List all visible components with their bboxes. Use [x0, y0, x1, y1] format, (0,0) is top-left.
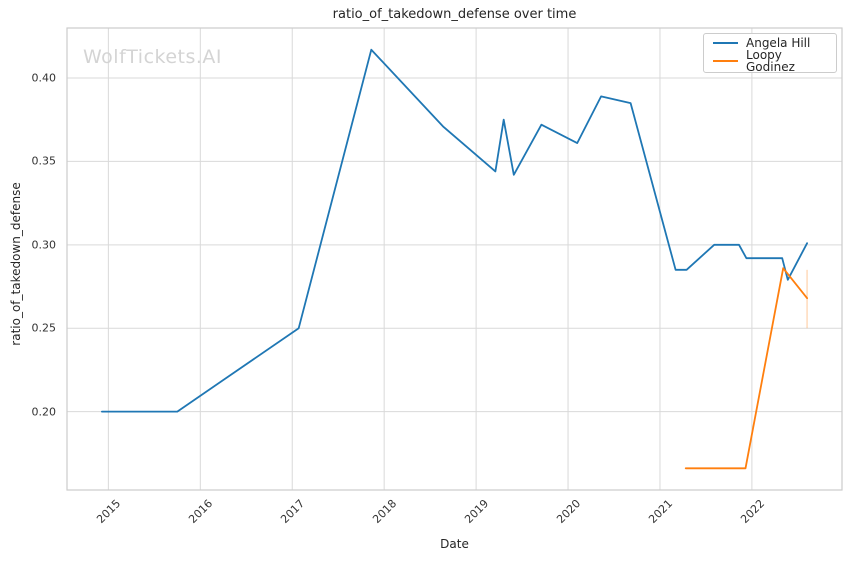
- legend-line-swatch-loopy-godinez: [713, 60, 738, 62]
- y-tick-label: 0.40: [31, 71, 57, 85]
- y-tick-label: 0.20: [31, 405, 57, 419]
- y-tick-label: 0.35: [31, 154, 57, 168]
- chart-title: ratio_of_takedown_defense over time: [332, 7, 577, 22]
- x-axis-label: Date: [440, 537, 469, 551]
- legend-line-swatch-angela-hill: [713, 42, 738, 44]
- y-tick-label: 0.25: [31, 321, 57, 335]
- legend-label-angela-hill: Angela Hill: [746, 36, 811, 50]
- legend-item-angela-hill: Angela Hill: [713, 37, 827, 49]
- legend-item-loopy-godinez: Loopy Godinez: [713, 49, 827, 73]
- series-line-angela-hill: [101, 48, 808, 413]
- y-tick-label: 0.30: [31, 238, 57, 252]
- series-line-loopy-godinez: [684, 267, 808, 470]
- plot-border: [66, 27, 843, 491]
- legend: Angela Hill Loopy Godinez: [703, 33, 837, 73]
- legend-label-loopy-godinez: Loopy Godinez: [746, 48, 795, 74]
- watermark: WolfTickets.AI: [83, 46, 223, 68]
